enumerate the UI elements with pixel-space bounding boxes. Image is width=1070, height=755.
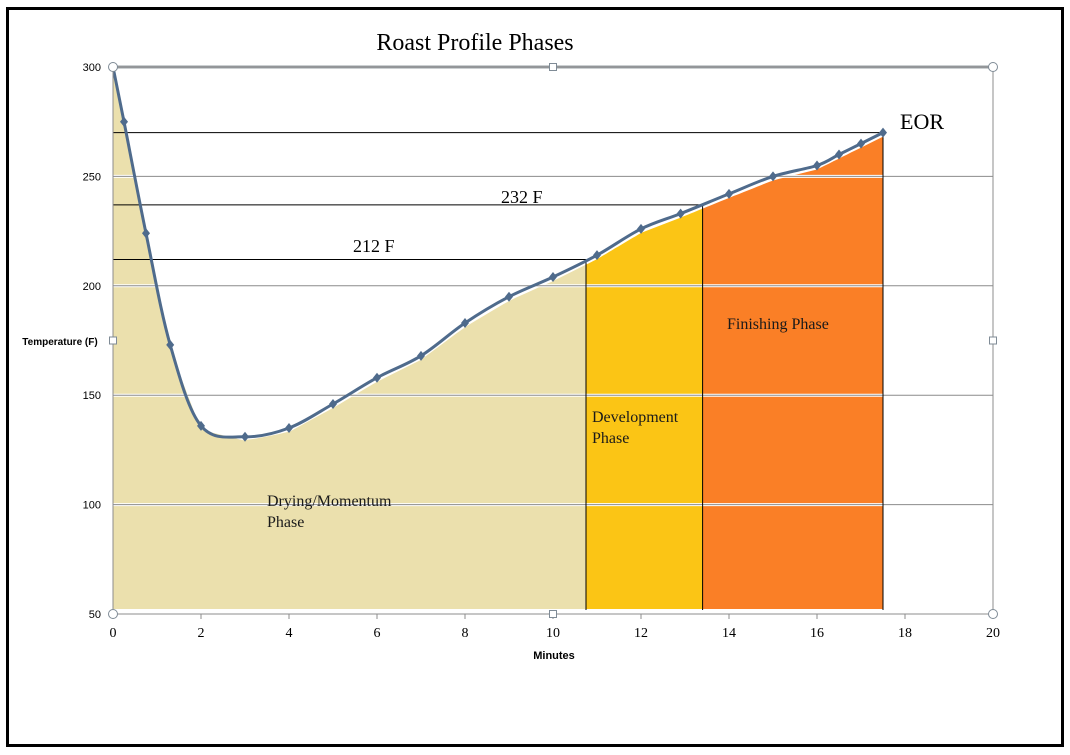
data-point-marker [857, 138, 865, 149]
resize-handle-side[interactable] [109, 336, 117, 345]
data-point-marker [241, 431, 249, 442]
data-point-marker [285, 423, 293, 434]
data-point-marker [769, 171, 777, 182]
y-tick-label: 150 [83, 390, 101, 402]
data-point-marker [329, 398, 337, 409]
x-tick-label: 8 [462, 626, 469, 641]
phase-label-finishing: Finishing Phase [727, 316, 829, 333]
x-tick-label: 18 [898, 626, 912, 641]
x-tick-label: 6 [374, 626, 381, 641]
phase-label-drying: Drying/Momentum Phase [267, 493, 395, 531]
data-point-marker [549, 272, 557, 283]
chart-title: Roast Profile Phases [376, 30, 573, 56]
phase-fill-0 [113, 71, 586, 609]
resize-handle-corner[interactable] [988, 62, 998, 72]
data-point-marker [461, 317, 469, 328]
data-point-marker [593, 250, 601, 261]
x-tick-label: 14 [722, 626, 736, 641]
data-point-marker [725, 188, 733, 199]
data-point-marker [505, 291, 513, 302]
data-point-marker [676, 208, 685, 219]
data-point-marker [637, 223, 645, 234]
phase-fill-2 [702, 136, 883, 609]
resize-handle-side[interactable] [989, 336, 997, 345]
data-point-marker [197, 420, 205, 431]
data-point-marker [835, 149, 843, 160]
x-axis-label: Minutes [533, 650, 575, 662]
phase-fill-1 [586, 208, 703, 609]
resize-handle-corner[interactable] [108, 62, 118, 72]
ref-label-212: 212 F [353, 236, 395, 256]
y-axis-label: Temperature (F) [22, 337, 97, 348]
y-tick-label: 50 [89, 609, 101, 621]
ref-label-eor: EOR [900, 109, 944, 134]
data-point-marker [813, 160, 821, 171]
data-point-marker [417, 350, 425, 361]
x-tick-label: 2 [198, 626, 205, 641]
x-tick-label: 0 [110, 626, 117, 641]
y-tick-label: 200 [83, 281, 101, 293]
y-tick-label: 100 [83, 500, 101, 512]
data-point-marker [373, 372, 381, 383]
resize-handle-side[interactable] [549, 610, 557, 618]
ref-label-232: 232 F [501, 187, 543, 207]
x-tick-label: 12 [634, 626, 648, 641]
phase-label-development: Development Phase [592, 409, 682, 447]
y-tick-label: 300 [83, 62, 101, 74]
data-point-marker [120, 116, 128, 127]
x-tick-label: 20 [986, 626, 1000, 641]
y-tick-label: 250 [83, 171, 101, 183]
data-point-marker [879, 127, 887, 138]
data-point-marker [166, 339, 175, 350]
resize-handle-corner[interactable] [108, 609, 118, 619]
x-tick-label: 4 [286, 626, 293, 641]
resize-handle-corner[interactable] [988, 609, 998, 619]
data-point-marker [142, 228, 150, 239]
resize-handle-side[interactable] [549, 63, 557, 71]
x-tick-label: 16 [810, 626, 824, 641]
x-tick-label: 10 [546, 626, 560, 641]
